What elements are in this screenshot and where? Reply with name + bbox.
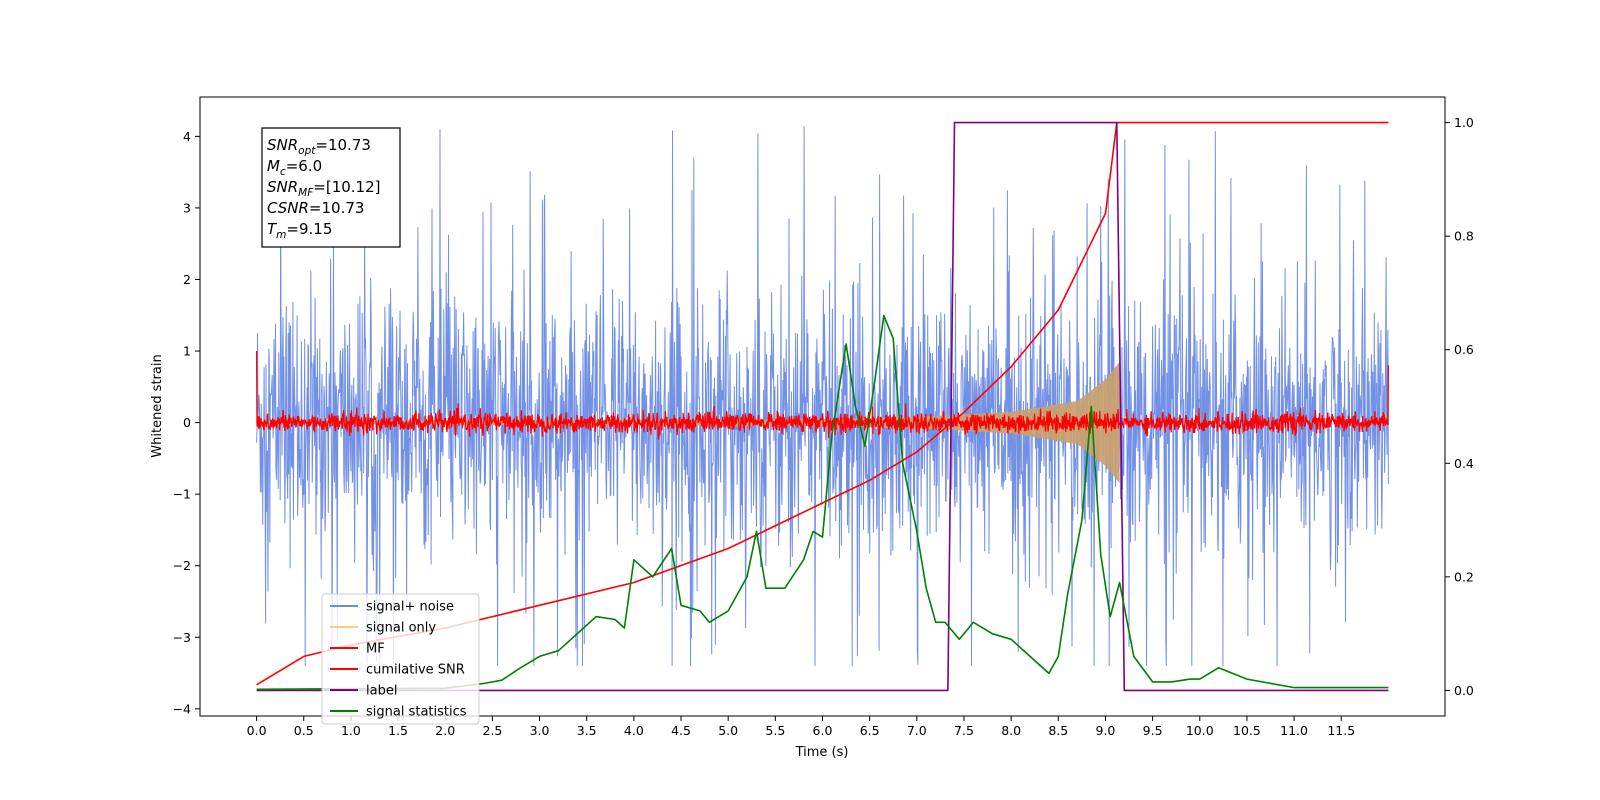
y-left-tick-label: 0 (183, 415, 191, 430)
legend-entry: MF (366, 642, 385, 657)
y-left-tick-label: 2 (183, 272, 191, 287)
y-right-tick-label: 0.6 (1454, 342, 1474, 357)
x-tick-label: 6.0 (813, 723, 833, 738)
annotation-line: Tm=9.15 (267, 220, 332, 241)
series-layer (255, 121, 1390, 692)
series-signal-statistics (256, 314, 1389, 691)
legend-entry: label (366, 684, 397, 699)
legend-entry: cumilative SNR (366, 663, 465, 678)
legend-entry: signal+ noise (366, 600, 454, 615)
annotation-line: Mc=6.0 (267, 157, 322, 178)
series-mf (255, 350, 1390, 440)
x-tick-label: 4.0 (624, 723, 644, 738)
y-axis-label: Whitened strain (150, 354, 165, 457)
legend: signal+ noise signal only MF cumilative SNR… (321, 593, 480, 725)
x-axis-label: Time (s) (795, 745, 849, 760)
x-tick-label: 1.5 (388, 723, 408, 738)
x-tick-label: 2.0 (435, 723, 455, 738)
y-right-tick-label: 0.8 (1454, 229, 1474, 244)
series-label (256, 121, 1389, 692)
annotation-frame (261, 127, 401, 248)
x-tick-label: 3.5 (577, 723, 597, 738)
x-tick-label: 9.5 (1143, 723, 1163, 738)
y-right-tick-label: 0.2 (1454, 569, 1474, 584)
x-tick-label: 8.0 (1001, 723, 1021, 738)
legend-frame (321, 593, 480, 725)
x-axis: 0.0 0.5 1.0 1.5 2.0 2.5 3.0 3.5 4.0 4.5 5.0 5.5 6.0 6… (247, 716, 1355, 738)
x-tick-label: 5.5 (765, 723, 785, 738)
annotation-line: SNRMF=[10.12] (267, 178, 381, 199)
x-tick-label: 11.5 (1327, 723, 1355, 738)
annotation-line: SNRopt=10.73 (267, 136, 371, 157)
x-tick-label: 7.0 (907, 723, 927, 738)
x-tick-label: 7.5 (954, 723, 974, 738)
x-tick-label: 10.5 (1233, 723, 1261, 738)
x-tick-label: 11.0 (1280, 723, 1308, 738)
y-axis-right: 0.0 0.2 0.4 0.6 0.8 1.0 (1445, 115, 1474, 698)
x-tick-label: 8.5 (1048, 723, 1068, 738)
y-right-tick-label: 1.0 (1454, 115, 1474, 130)
x-tick-label: 1.0 (341, 723, 361, 738)
y-left-tick-label: −2 (173, 558, 191, 573)
annotation-box: SNRopt=10.73Mc=6.0SNRMF=[10.12]CSNR=10.7… (261, 127, 401, 248)
y-left-tick-label: 1 (183, 344, 191, 359)
x-tick-label: 2.5 (482, 723, 502, 738)
x-tick-label: 6.5 (860, 723, 880, 738)
x-tick-label: 4.5 (671, 723, 691, 738)
x-tick-label: 10.0 (1186, 723, 1214, 738)
legend-entry: signal only (366, 621, 436, 636)
x-tick-label: 9.0 (1096, 723, 1116, 738)
y-left-tick-label: 4 (183, 129, 191, 144)
series-signal-noise (256, 126, 1389, 666)
y-left-tick-label: 3 (183, 200, 191, 215)
x-tick-label: 5.0 (718, 723, 738, 738)
y-left-tick-label: −4 (173, 701, 191, 716)
legend-entry: signal statistics (366, 705, 467, 720)
y-axis-left: −4 −3 −2 −1 0 1 2 3 4 (173, 129, 200, 716)
y-right-tick-label: 0.4 (1454, 456, 1474, 471)
annotation-line: CSNR=10.73 (267, 199, 364, 217)
y-left-tick-label: −3 (173, 630, 191, 645)
y-right-tick-label: 0.0 (1454, 683, 1474, 698)
x-tick-label: 0.0 (247, 723, 267, 738)
x-tick-label: 3.0 (530, 723, 550, 738)
x-tick-label: 0.5 (294, 723, 314, 738)
y-left-tick-label: −1 (173, 487, 191, 502)
